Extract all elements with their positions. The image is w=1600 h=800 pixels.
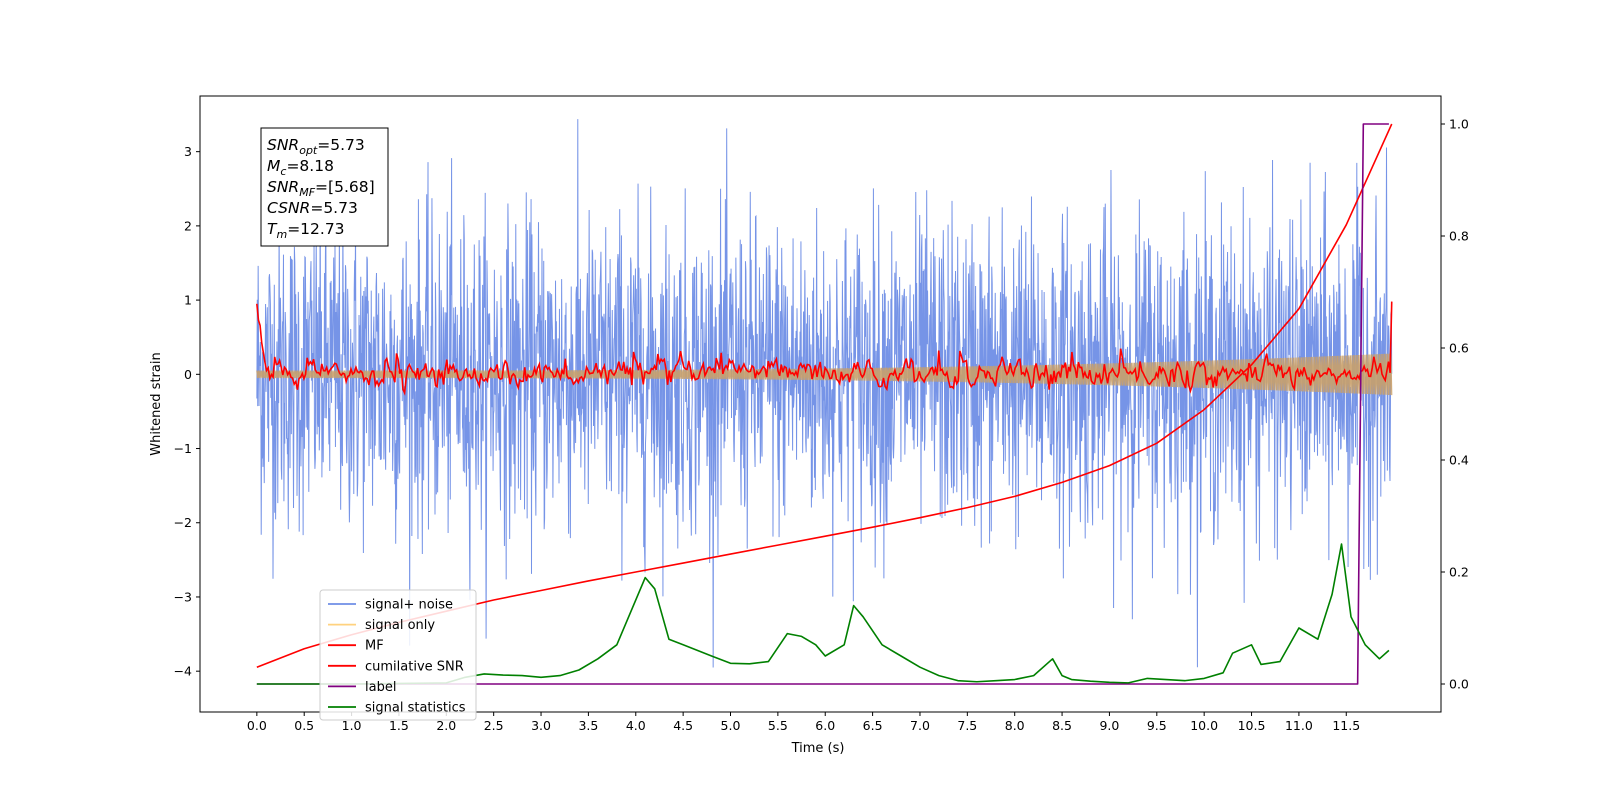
x-tick-label: 6.0 [815, 718, 835, 733]
y-left-tick-label: 1 [184, 293, 192, 308]
x-tick-label: 8.5 [1052, 718, 1072, 733]
annotation-line: SNRopt=5.73 [267, 136, 365, 157]
x-tick-label: 5.5 [768, 718, 788, 733]
legend-entry: label [365, 680, 396, 695]
x-tick-label: 11.5 [1332, 718, 1360, 733]
y-axis-left: 3 2 1 0 −1 −2 −3 −4 [174, 144, 200, 679]
x-tick-label: 4.5 [673, 718, 693, 733]
x-tick-label: 10.0 [1190, 718, 1218, 733]
annotation-line: SNRMF=[5.68] [267, 178, 375, 199]
y-left-tick-label: −4 [174, 664, 192, 679]
y-right-tick-label: 0.8 [1449, 229, 1469, 244]
y-left-tick-label: −2 [174, 515, 192, 530]
x-tick-label: 11.0 [1285, 718, 1313, 733]
y-right-tick-label: 0.4 [1449, 453, 1469, 468]
legend-entry: signal+ noise [365, 598, 453, 613]
x-tick-label: 0.5 [294, 718, 314, 733]
x-tick-label: 2.0 [436, 718, 456, 733]
y-right-tick-label: 0.6 [1449, 341, 1469, 356]
legend-entry: signal only [365, 618, 435, 633]
y-right-tick-label: 0.2 [1449, 565, 1469, 580]
x-tick-label: 4.0 [626, 718, 646, 733]
y-left-tick-label: 3 [184, 144, 192, 159]
x-tick-label: 7.0 [910, 718, 930, 733]
y-axis-label: Whitened strain [149, 352, 164, 455]
x-tick-label: 6.5 [863, 718, 883, 733]
y-right-tick-label: 1.0 [1449, 117, 1469, 132]
plot-frame [199, 95, 1442, 713]
y-axis-right: 1.0 0.8 0.6 0.4 0.2 0.0 [1441, 117, 1469, 692]
x-tick-label: 5.0 [721, 718, 741, 733]
y-left-tick-label: −3 [174, 589, 192, 604]
x-tick-label: 9.5 [1147, 718, 1167, 733]
x-axis: 0.0 0.5 1.0 1.5 2.0 2.5 3.0 3.5 4.0 4.5 5.0 5.5 6.0 6… [247, 712, 1360, 733]
x-tick-label: 1.5 [389, 718, 409, 733]
series-label [256, 123, 1389, 685]
annotation-line: CSNR=5.73 [267, 199, 358, 217]
series-signal-noise [256, 119, 1393, 668]
legend-entry: cumilative SNR [365, 659, 464, 674]
x-tick-label: 0.0 [247, 718, 267, 733]
legend: signal+ noise signal only MF cumilative SNR… [319, 589, 477, 721]
y-left-tick-label: −1 [174, 441, 192, 456]
series-signal-statistics [256, 543, 1390, 685]
annotation-line: Tm=12.73 [267, 220, 345, 241]
x-tick-label: 8.0 [1005, 718, 1025, 733]
legend-entry: MF [365, 639, 384, 654]
x-tick-label: 3.0 [531, 718, 551, 733]
annotation-line: Mc=8.18 [267, 157, 334, 178]
y-right-tick-label: 0.0 [1449, 677, 1469, 692]
y-left-tick-label: 0 [184, 367, 192, 382]
x-tick-label: 1.0 [342, 718, 362, 733]
series-mf [256, 301, 1393, 396]
x-tick-label: 10.5 [1238, 718, 1266, 733]
y-left-tick-label: 2 [184, 218, 192, 233]
x-tick-label: 2.5 [484, 718, 504, 733]
x-axis-label: Time (s) [791, 741, 845, 756]
x-tick-label: 3.5 [578, 718, 598, 733]
legend-entry: signal statistics [365, 701, 466, 716]
x-tick-label: 9.0 [1099, 718, 1119, 733]
x-tick-label: 7.5 [957, 718, 977, 733]
